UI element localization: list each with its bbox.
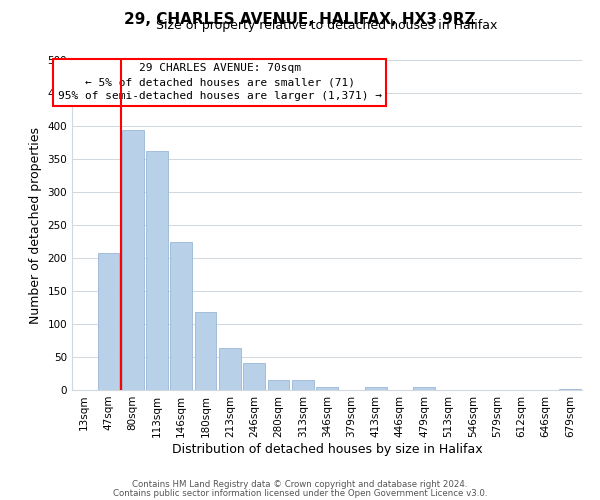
Text: Contains HM Land Registry data © Crown copyright and database right 2024.: Contains HM Land Registry data © Crown c… — [132, 480, 468, 489]
Bar — [97, 254, 119, 390]
Text: Contains public sector information licensed under the Open Government Licence v3: Contains public sector information licen… — [113, 488, 487, 498]
Bar — [316, 386, 338, 390]
Title: Size of property relative to detached houses in Halifax: Size of property relative to detached ho… — [157, 20, 497, 32]
X-axis label: Distribution of detached houses by size in Halifax: Distribution of detached houses by size … — [172, 442, 482, 456]
Bar — [146, 151, 168, 390]
Text: 29 CHARLES AVENUE: 70sqm
← 5% of detached houses are smaller (71)
95% of semi-de: 29 CHARLES AVENUE: 70sqm ← 5% of detache… — [58, 64, 382, 102]
Bar — [268, 380, 289, 390]
Bar — [122, 130, 143, 390]
Bar — [219, 348, 241, 390]
Bar — [559, 388, 581, 390]
Bar — [413, 386, 435, 390]
Text: 29, CHARLES AVENUE, HALIFAX, HX3 9RZ: 29, CHARLES AVENUE, HALIFAX, HX3 9RZ — [124, 12, 476, 28]
Bar — [292, 380, 314, 390]
Bar — [365, 386, 386, 390]
Bar — [170, 242, 192, 390]
Y-axis label: Number of detached properties: Number of detached properties — [29, 126, 42, 324]
Bar — [243, 363, 265, 390]
Bar — [194, 312, 217, 390]
